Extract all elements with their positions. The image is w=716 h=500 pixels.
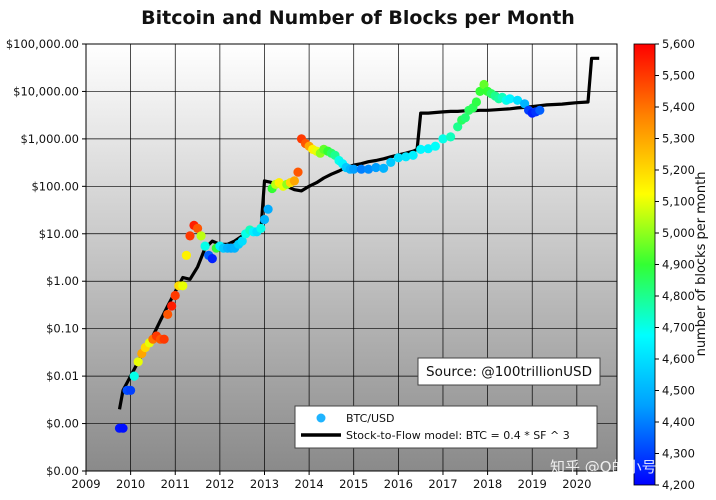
btc-point — [408, 150, 418, 160]
watermark: 知乎 @Q的小号 — [550, 458, 657, 476]
colorbar-tick-label: 4,500 — [662, 384, 695, 398]
y-tick-label: $100,000.00 — [6, 37, 79, 51]
btc-point — [393, 153, 403, 163]
btc-point — [371, 162, 381, 173]
x-tick-label: 2015 — [339, 477, 368, 491]
btc-point — [256, 223, 266, 233]
btc-point — [363, 164, 374, 174]
colorbar-gradient — [633, 43, 656, 486]
btc-point — [475, 86, 485, 96]
btc-point — [438, 134, 448, 144]
btc-point — [401, 152, 411, 162]
colorbar-tick-label: 5,000 — [662, 226, 695, 240]
btc-point — [196, 231, 206, 241]
y-tick-label: $0.00 — [46, 417, 79, 431]
source-text: Source: @100trillionUSD — [426, 364, 592, 380]
btc-point — [163, 309, 173, 319]
colorbar-tick-label: 5,300 — [662, 132, 695, 146]
colorbar-tick-label: 5,200 — [662, 163, 695, 177]
colorbar-tick-label: 4,700 — [662, 321, 695, 335]
btc-point — [446, 132, 456, 142]
legend: BTC/USD Stock-to-Flow model: BTC = 0.4 *… — [294, 405, 598, 449]
btc-point — [263, 204, 273, 214]
btc-point — [118, 423, 128, 433]
btc-point — [170, 290, 180, 301]
btc-point — [471, 97, 481, 107]
colorbar-tick-label: 4,300 — [662, 447, 695, 461]
y-tick-label: $0.01 — [46, 369, 79, 383]
btc-point — [133, 357, 143, 367]
btc-point — [386, 157, 396, 167]
y-tick-label: $0.00 — [46, 464, 79, 478]
legend-btc-label: BTC/USD — [346, 412, 395, 425]
colorbar-tick-label: 5,400 — [662, 100, 695, 114]
s2f-line — [117, 56, 600, 410]
x-tick-label: 2010 — [116, 477, 145, 491]
btc-point — [178, 281, 188, 291]
source-annotation: Source: @100trillionUSD — [417, 357, 601, 386]
x-tick-label: 2017 — [428, 477, 457, 491]
btc-point — [185, 231, 195, 241]
btc-point — [159, 334, 169, 344]
x-tick-label: 2019 — [518, 477, 547, 491]
btc-point — [479, 79, 489, 90]
x-tick-label: 2012 — [205, 477, 234, 491]
colorbar-label: number of blocks per month — [694, 172, 709, 357]
btc-series — [114, 79, 545, 433]
btc-point — [237, 236, 247, 246]
btc-point — [356, 164, 366, 174]
y-tick-label: $10,000.00 — [13, 84, 79, 98]
btc-point — [453, 122, 463, 132]
y-tick-label: $1.00 — [46, 274, 79, 288]
btc-point — [193, 223, 203, 233]
legend-btc-marker — [316, 413, 326, 423]
colorbar-tick-label: 4,800 — [662, 289, 695, 303]
btc-point — [460, 113, 470, 123]
btc-point — [167, 301, 177, 311]
x-tick-label: 2011 — [161, 477, 190, 491]
btc-point — [181, 250, 191, 260]
x-tick-label: 2013 — [250, 477, 279, 491]
btc-point — [512, 95, 523, 105]
x-axis: 2009 2010 2011 2012 2013 2014 2015 2016 2017 2018… — [71, 471, 591, 491]
y-tick-label: $0.10 — [46, 322, 79, 336]
btc-point — [207, 254, 217, 264]
colorbar-tick-label: 4,600 — [662, 352, 695, 366]
x-tick-label: 2009 — [71, 477, 100, 491]
btc-point — [289, 176, 299, 186]
colorbar-tick-label: 4,900 — [662, 258, 695, 272]
btc-point — [200, 241, 210, 251]
x-tick-label: 2020 — [562, 477, 591, 491]
colorbar-tick-label: 5,100 — [662, 195, 695, 209]
chart-title: Bitcoin and Number of Blocks per Month — [141, 7, 575, 29]
btc-point — [423, 144, 433, 154]
btc-point — [349, 164, 359, 174]
y-tick-label: $10.00 — [39, 227, 79, 241]
btc-point — [505, 94, 515, 104]
btc-point — [535, 105, 545, 115]
x-tick-label: 2014 — [294, 477, 323, 491]
btc-point — [416, 144, 426, 154]
btc-point — [293, 167, 303, 177]
s2f-series — [117, 56, 600, 410]
colorbar-tick-label: 4,400 — [662, 415, 695, 429]
btc-point — [259, 214, 270, 225]
y-tick-label: $100.00 — [31, 179, 79, 193]
colorbar-tick-label: 5,600 — [662, 37, 695, 51]
legend-s2f-label: Stock-to-Flow model: BTC = 0.4 * SF ^ 3 — [346, 429, 570, 442]
y-axis: $0.00 $0.00 $0.01 $0.10 $1.00 $10.00 $100.00 $1… — [6, 37, 86, 478]
colorbar: 4,200 4,300 4,400 4,500 4,600 4,700 4,800 4,900… — [633, 37, 709, 492]
btc-point — [430, 141, 440, 151]
colorbar-ticks: 4,200 4,300 4,400 4,500 4,600 4,700 4,800 4,900… — [655, 37, 695, 492]
y-tick-label: $1,000.00 — [20, 132, 79, 146]
colorbar-tick-label: 4,200 — [662, 478, 695, 492]
x-tick-label: 2016 — [384, 477, 413, 491]
btc-point — [379, 163, 389, 173]
colorbar-tick-label: 5,500 — [662, 69, 695, 83]
x-tick-label: 2018 — [473, 477, 502, 491]
btc-point — [129, 371, 139, 381]
btc-point — [126, 385, 136, 395]
